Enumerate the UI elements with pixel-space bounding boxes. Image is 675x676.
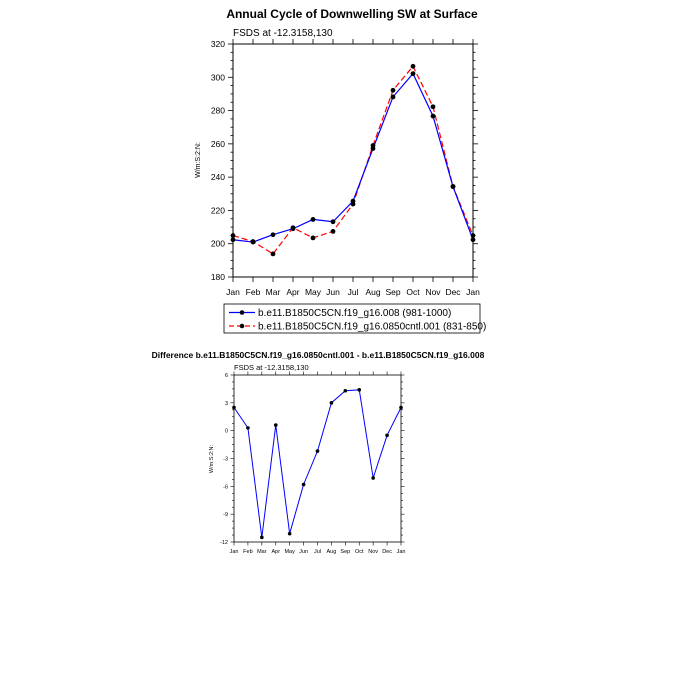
series-0-point (246, 426, 250, 430)
y-tick-label: 320 (211, 39, 225, 49)
x-tick-label: Nov (425, 287, 441, 297)
x-tick-label: Jan (226, 287, 240, 297)
x-tick-label: Dec (382, 549, 392, 555)
series-0-point (390, 94, 396, 100)
diff-chart-title: Difference b.e11.B1850C5CN.f19_g16.0850c… (152, 350, 485, 360)
y-tick-label: -3 (223, 456, 228, 462)
legend-label-1: b.e11.B1850C5CN.f19_g16.0850cntl.001 (83… (258, 322, 486, 333)
y-tick-label: 3 (225, 401, 228, 407)
x-tick-label: Mar (257, 549, 267, 555)
series-0-point (250, 239, 256, 245)
series-0-point (370, 146, 376, 151)
x-tick-label: Feb (246, 287, 261, 297)
legend-marker-0 (239, 310, 245, 315)
y-tick-label: -6 (223, 484, 228, 490)
series-0-point (330, 219, 336, 225)
series-0-point (290, 226, 296, 232)
series-1-point (230, 233, 236, 238)
series-1-point (430, 104, 436, 110)
plot-frame (232, 43, 474, 278)
series-0-point (329, 401, 334, 405)
series-line-1 (232, 65, 474, 255)
series-line-0 (232, 72, 474, 243)
series-0-point (371, 476, 375, 480)
series-1-point (330, 228, 336, 234)
series-1-point (270, 251, 276, 257)
x-tick-label: Feb (243, 549, 252, 555)
series-1-point (310, 235, 316, 241)
x-tick-label: Dec (445, 287, 461, 297)
legend-label-0: b.e11.B1850C5CN.f19_g16.008 (981-1000) (258, 308, 451, 319)
y-tick-label: 260 (211, 139, 225, 149)
y-tick-label: 200 (211, 239, 225, 249)
y-tick-label: 300 (211, 72, 225, 82)
series-0-point (385, 433, 389, 438)
series-0-point (430, 113, 436, 119)
y-tick-label: 280 (211, 106, 225, 116)
series-0-point (315, 449, 320, 453)
y-tick-label: 180 (211, 272, 225, 282)
x-tick-label: May (284, 549, 295, 555)
x-tick-label: Jul (314, 549, 321, 555)
y-tick-label: 240 (211, 172, 225, 182)
y-tick-label: 6 (225, 373, 228, 379)
x-tick-label: Sep (385, 287, 400, 297)
series-0-point (270, 232, 276, 238)
series-0-point (273, 423, 278, 427)
y-tick-label: -9 (223, 512, 228, 518)
x-tick-label: Jan (397, 549, 406, 555)
x-tick-label: Aug (327, 549, 337, 555)
series-1-point (470, 233, 476, 238)
series-0-point (343, 388, 348, 393)
chart-subtitle: FSDS at -12.3158,130 (233, 28, 333, 39)
x-tick-label: Mar (266, 287, 281, 297)
y-axis-label: W/m:S:2:N: (195, 142, 202, 178)
series-0-point (230, 237, 236, 243)
series-1-point (410, 63, 416, 69)
legend-marker-1 (239, 323, 245, 329)
legend-box (223, 303, 481, 334)
series-0-point (357, 388, 362, 392)
diff-chart-subtitle: FSDS at -12.3158,130 (234, 363, 309, 372)
x-tick-label: Aug (365, 287, 380, 297)
series-0-point (232, 405, 236, 410)
series-0-point (310, 217, 316, 222)
y-tick-label: 220 (211, 205, 225, 215)
x-tick-label: Jan (466, 287, 480, 297)
y-tick-label: 0 (225, 429, 228, 435)
series-0-point (399, 405, 403, 410)
series-0-point (410, 71, 416, 77)
x-tick-label: Jun (299, 549, 308, 555)
x-tick-label: Nov (368, 549, 378, 555)
series-1-point (390, 87, 396, 93)
diff-y-axis-label: W/m:S:2:N: (209, 444, 215, 473)
y-tick-label: -12 (220, 540, 228, 546)
x-tick-label: Oct (406, 287, 420, 297)
x-tick-label: Jun (326, 287, 340, 297)
x-tick-label: Jul (348, 287, 359, 297)
series-0-point (470, 237, 476, 243)
x-tick-label: Sep (340, 549, 350, 555)
x-tick-label: Jan (230, 549, 239, 555)
chart-title: Annual Cycle of Downwelling SW at Surfac… (226, 7, 478, 21)
series-0-point (301, 482, 306, 487)
x-tick-label: Apr (286, 287, 299, 297)
x-tick-label: May (305, 287, 322, 297)
x-tick-label: Oct (355, 549, 364, 555)
x-tick-label: Apr (271, 549, 280, 555)
series-0-point (260, 535, 264, 540)
series-line-0 (233, 389, 402, 538)
series-0-point (287, 531, 292, 536)
series-0-point (350, 198, 356, 204)
series-0-point (450, 184, 456, 190)
legend: b.e11.B1850C5CN.f19_g16.008 (981-1000) b… (223, 303, 486, 334)
